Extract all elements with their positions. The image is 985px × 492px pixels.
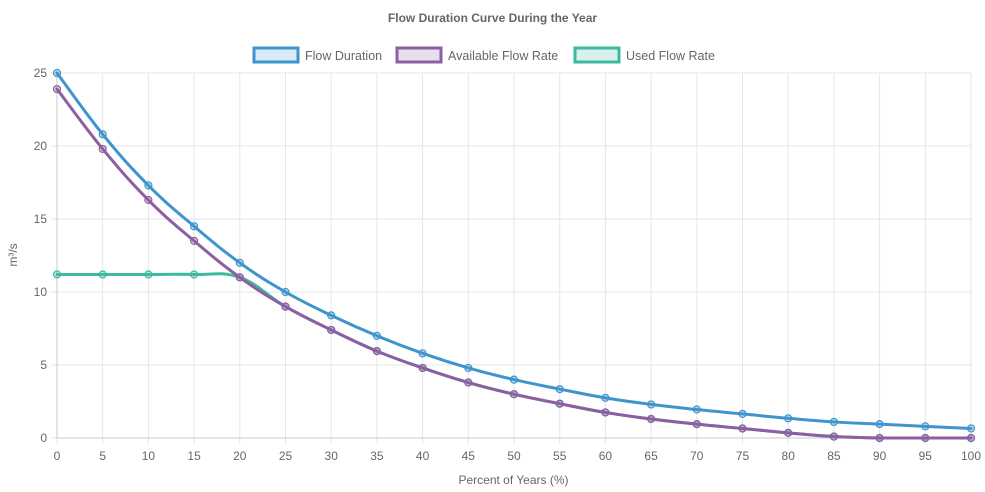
axes: 0 5 10 15 20 25 30 35 40 45 50 55 60 65 70 75 80 85 90 95 10… <box>34 66 982 463</box>
series-layer <box>52 68 976 443</box>
data-point[interactable] <box>190 222 199 231</box>
x-tick-label: 100 <box>961 449 981 463</box>
data-point[interactable] <box>784 414 793 423</box>
x-tick-label: 30 <box>325 449 339 463</box>
data-point[interactable] <box>418 349 427 358</box>
x-tick-label: 5 <box>99 449 106 463</box>
x-tick-label: 75 <box>736 449 750 463</box>
data-point[interactable] <box>738 424 747 433</box>
series-flow-duration[interactable] <box>52 68 976 433</box>
data-point[interactable] <box>738 409 747 419</box>
x-tick-label: 90 <box>873 449 887 463</box>
y-tick-label: 10 <box>34 285 48 299</box>
data-point[interactable] <box>235 273 244 282</box>
series-available-flow-rate[interactable] <box>52 84 976 443</box>
legend-item[interactable]: Flow Duration <box>252 46 382 64</box>
data-point[interactable] <box>464 363 473 373</box>
data-point[interactable] <box>418 363 427 373</box>
data-point[interactable] <box>235 258 244 267</box>
data-point[interactable] <box>327 325 336 335</box>
legend-item[interactable]: Used Flow Rate <box>573 46 715 64</box>
data-point[interactable] <box>646 400 656 409</box>
data-point[interactable] <box>144 270 153 279</box>
data-point[interactable] <box>372 331 381 340</box>
data-point[interactable] <box>281 287 290 297</box>
x-tick-label: 70 <box>690 449 704 463</box>
y-axis-title: m³/s <box>6 243 20 266</box>
legend-label: Available Flow Rate <box>448 49 558 63</box>
data-point[interactable] <box>98 144 107 154</box>
y-tick-label: 20 <box>34 139 48 153</box>
data-point[interactable] <box>601 408 610 417</box>
data-point[interactable] <box>966 424 976 433</box>
y-tick-label: 5 <box>40 358 47 372</box>
grid <box>51 72 972 444</box>
y-tick-label: 0 <box>40 431 47 445</box>
legend[interactable]: Flow Duration Available Flow Rate Used Flo… <box>252 46 715 64</box>
data-point[interactable] <box>875 433 884 443</box>
series-line[interactable] <box>55 71 973 431</box>
legend-swatch <box>252 46 300 64</box>
data-point[interactable] <box>692 405 701 414</box>
data-point[interactable] <box>555 384 564 394</box>
x-tick-label: 10 <box>142 449 156 463</box>
legend-label: Flow Duration <box>305 49 382 63</box>
x-axis-title: Percent of Years (%) <box>458 473 568 487</box>
x-tick-label: 35 <box>370 449 384 463</box>
data-point[interactable] <box>52 84 62 94</box>
x-tick-label: 65 <box>644 449 658 463</box>
chart-title: Flow Duration Curve During the Year <box>388 11 597 25</box>
data-point[interactable] <box>921 422 930 431</box>
data-point[interactable] <box>98 130 107 139</box>
data-point[interactable] <box>98 270 107 279</box>
x-tick-label: 40 <box>416 449 430 463</box>
x-tick-label: 0 <box>54 449 61 463</box>
data-point[interactable] <box>921 433 930 443</box>
data-point[interactable] <box>144 181 153 190</box>
data-point[interactable] <box>52 270 62 279</box>
x-tick-label: 50 <box>507 449 521 463</box>
data-point[interactable] <box>829 417 839 427</box>
data-point[interactable] <box>692 420 701 429</box>
data-point[interactable] <box>601 393 610 402</box>
data-point[interactable] <box>144 195 153 205</box>
data-point[interactable] <box>875 420 884 429</box>
data-point[interactable] <box>509 390 519 399</box>
data-point[interactable] <box>281 302 290 311</box>
x-tick-label: 45 <box>462 449 476 463</box>
series-line[interactable] <box>55 87 973 440</box>
legend-label: Used Flow Rate <box>626 49 715 63</box>
data-point[interactable] <box>829 432 839 441</box>
data-point[interactable] <box>464 378 473 387</box>
data-point[interactable] <box>646 414 656 424</box>
x-tick-label: 55 <box>553 449 567 463</box>
x-tick-label: 60 <box>599 449 613 463</box>
data-point[interactable] <box>509 375 519 384</box>
data-point[interactable] <box>52 68 62 78</box>
x-tick-label: 20 <box>233 449 247 463</box>
data-point[interactable] <box>784 428 793 437</box>
legend-item[interactable]: Available Flow Rate <box>395 46 558 64</box>
y-tick-label: 25 <box>34 66 48 80</box>
legend-swatch <box>395 46 443 64</box>
data-point[interactable] <box>555 399 564 408</box>
data-point[interactable] <box>190 236 199 245</box>
y-tick-label: 15 <box>34 212 48 226</box>
data-point[interactable] <box>327 311 336 320</box>
data-point[interactable] <box>966 433 976 443</box>
x-tick-label: 85 <box>827 449 841 463</box>
data-point[interactable] <box>190 270 199 279</box>
x-tick-label: 80 <box>782 449 796 463</box>
x-tick-label: 15 <box>187 449 201 463</box>
x-tick-label: 95 <box>919 449 933 463</box>
data-point[interactable] <box>372 347 381 356</box>
legend-swatch <box>573 46 621 64</box>
x-tick-label: 25 <box>279 449 293 463</box>
